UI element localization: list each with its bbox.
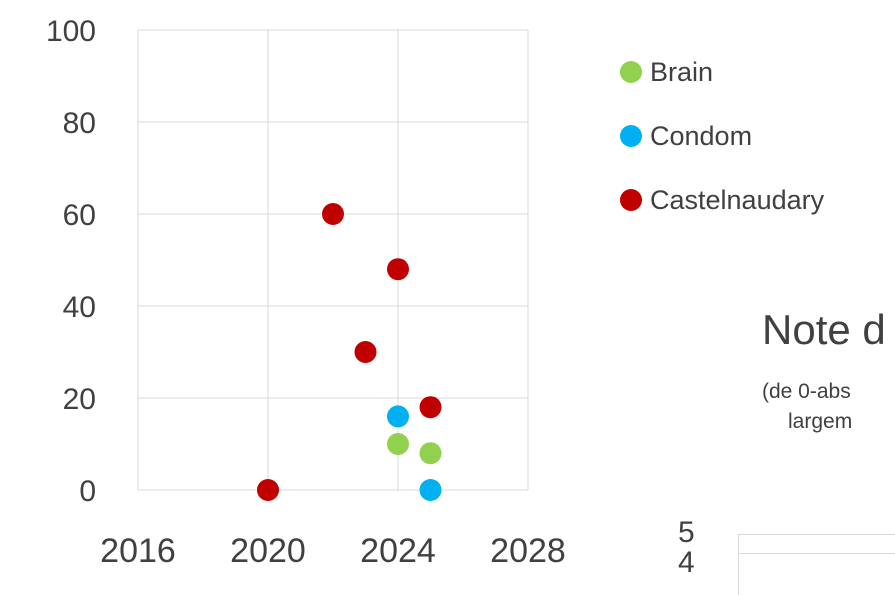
chart-gridlines xyxy=(137,29,529,491)
data-point-castelnaudary xyxy=(322,203,344,225)
legend-label-condom: Condom xyxy=(650,120,753,151)
data-point-brain xyxy=(419,442,442,465)
data-point-condom xyxy=(387,405,409,428)
x-tick-label: 2020 xyxy=(230,532,306,570)
second-chart-subtitle-line-2: largem xyxy=(788,410,853,433)
data-point-condom xyxy=(419,479,442,501)
data-point-castelnaudary xyxy=(257,479,279,501)
second-chart-y-tick-5: 5 xyxy=(678,516,695,549)
second-chart-title: Note d xyxy=(762,306,886,353)
x-tick-label: 2028 xyxy=(490,532,566,570)
legend-item-condom: Condom xyxy=(620,104,824,168)
legend-label-castelnaudary: Castelnaudary xyxy=(650,184,825,215)
second-chart-y-tick-4: 4 xyxy=(678,546,695,579)
legend-item-brain: Brain xyxy=(620,40,824,104)
second-chart-plot-area xyxy=(738,534,895,595)
y-tick-label: 40 xyxy=(63,291,96,324)
legend-marker-castelnaudary xyxy=(620,189,642,211)
chart-legend: Brain Condom Castelnaudary xyxy=(620,40,824,232)
y-tick-label: 100 xyxy=(46,15,96,48)
data-point-castelnaudary xyxy=(387,258,409,281)
legend-item-castelnaudary: Castelnaudary xyxy=(620,168,824,232)
data-point-castelnaudary xyxy=(419,396,442,419)
second-chart-gridline xyxy=(738,553,895,554)
legend-marker-brain xyxy=(620,61,642,83)
chart-data-points xyxy=(257,203,442,501)
x-tick-label: 2016 xyxy=(100,532,176,570)
data-point-castelnaudary xyxy=(354,341,377,363)
y-tick-label: 60 xyxy=(63,199,96,232)
y-tick-label: 0 xyxy=(79,475,96,508)
y-tick-label: 20 xyxy=(63,383,96,416)
x-tick-label: 2024 xyxy=(360,532,436,570)
second-chart-subtitle-line-1: (de 0-abs xyxy=(762,380,851,403)
legend-marker-condom xyxy=(620,125,642,147)
chart-tick-labels: 0 20 40 60 80 100 2016 2020 2024 2028 xyxy=(46,15,566,570)
legend-label-brain: Brain xyxy=(650,56,714,87)
data-point-brain xyxy=(387,433,409,455)
scatter-chart: 0 20 40 60 80 100 2016 2020 2024 2028 xyxy=(46,15,566,570)
y-tick-label: 80 xyxy=(63,107,96,140)
